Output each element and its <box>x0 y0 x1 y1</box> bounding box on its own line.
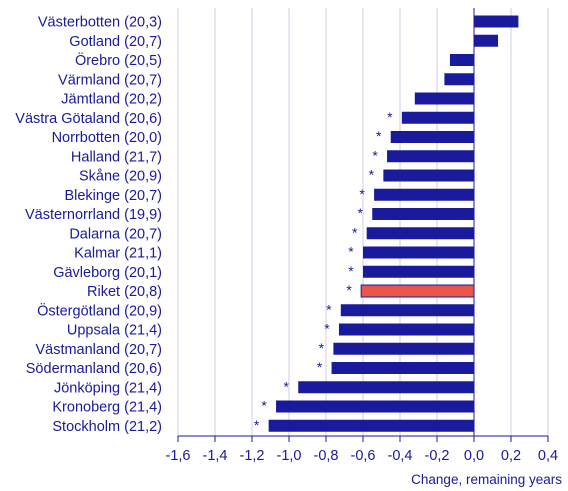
category-label: Stockholm (21,2) <box>52 419 162 435</box>
x-axis-title: Change, remaining years <box>411 472 562 487</box>
significance-star: * <box>358 205 364 221</box>
significance-star: * <box>352 224 358 240</box>
x-tick-label: 0,2 <box>501 448 521 464</box>
bar <box>390 131 474 143</box>
x-tick-label: -1,6 <box>166 448 191 464</box>
bar-highlight <box>360 284 475 298</box>
category-label: Jönköping (21,4) <box>54 380 162 396</box>
significance-star: * <box>369 167 375 183</box>
bar <box>298 381 474 394</box>
bar <box>449 54 474 66</box>
bar <box>276 400 474 413</box>
category-label: Östergötland (20,9) <box>37 301 162 319</box>
bar <box>387 150 474 163</box>
bar <box>268 419 474 432</box>
bar <box>474 15 519 28</box>
category-label: Västra Götaland (20,6) <box>15 111 162 127</box>
category-label: Västerbotten (20,3) <box>38 15 162 31</box>
x-tick-label: 0,0 <box>464 448 484 464</box>
grid-lines <box>177 8 549 436</box>
bar <box>401 111 474 124</box>
x-tick-label: -0,6 <box>351 448 376 464</box>
category-label: Halland (21,7) <box>71 149 162 165</box>
significance-star: * <box>372 147 378 163</box>
significance-star: * <box>346 282 352 298</box>
bar <box>444 73 474 86</box>
bar <box>366 227 474 240</box>
x-axis <box>177 8 549 442</box>
category-label: Örebro (20,5) <box>75 51 162 69</box>
x-tick-label: -1,2 <box>240 448 265 464</box>
x-tick-label: 0,4 <box>538 448 558 464</box>
category-label: Riket (20,8) <box>87 284 162 300</box>
category-label: Kalmar (21,1) <box>74 246 162 262</box>
category-label: Norrbotten (20,0) <box>52 130 162 146</box>
significance-star: * <box>317 359 323 375</box>
bar <box>331 362 474 374</box>
category-labels: Västerbotten (20,3) Gotland (20,7)Örebro … <box>15 15 162 435</box>
category-label: Gotland (20,7) <box>69 34 162 50</box>
x-tick-labels: -1,6 -1,4 -1,2 -1,0 -0,8 -0,6 -0,4 -0,2 0,0 0,2 0,… <box>166 448 559 464</box>
significance-star: * <box>359 186 365 202</box>
x-tick-label: -1,0 <box>277 448 302 464</box>
category-label: Skåne (20,9) <box>79 169 162 185</box>
bar <box>474 34 499 47</box>
x-tick-label: -0,8 <box>314 448 339 464</box>
bar <box>372 208 474 220</box>
category-label: Västmanland (20,7) <box>35 342 162 358</box>
category-label: Uppsala (21,4) <box>67 323 162 339</box>
x-tick-label: -1,4 <box>203 448 228 464</box>
significance-star: * <box>387 109 393 125</box>
category-label: Kronoberg (21,4) <box>52 400 162 416</box>
category-label: Dalarna (20,7) <box>69 226 162 242</box>
bars <box>268 15 519 432</box>
category-label: Gävleborg (20,1) <box>53 265 162 281</box>
significance-star: * <box>254 417 260 433</box>
bar <box>374 188 474 201</box>
bar <box>363 265 474 278</box>
category-label: Södermanland (20,6) <box>26 361 162 377</box>
significance-star: * <box>348 244 354 260</box>
significance-star: * <box>376 128 382 144</box>
category-label: Värmland (20,7) <box>58 72 162 88</box>
bar <box>340 304 474 317</box>
significance-star: * <box>348 263 354 279</box>
significance-star: * <box>284 378 290 394</box>
significance-star: * <box>261 398 267 414</box>
significance-markers: ***************** <box>254 109 393 433</box>
bar <box>363 246 474 259</box>
bar <box>333 342 474 355</box>
category-label: Jämtland (20,2) <box>61 92 162 108</box>
x-tick-label: -0,4 <box>388 448 413 464</box>
category-label: Blekinge (20,7) <box>64 188 162 204</box>
significance-star: * <box>319 340 325 356</box>
significance-star: * <box>326 301 332 317</box>
category-label: Västernorrland (19,9) <box>25 207 162 223</box>
x-tick-label: -0,2 <box>425 448 450 464</box>
bar <box>414 92 474 105</box>
significance-star: * <box>324 321 330 337</box>
bar <box>338 323 474 336</box>
bar <box>383 169 474 182</box>
